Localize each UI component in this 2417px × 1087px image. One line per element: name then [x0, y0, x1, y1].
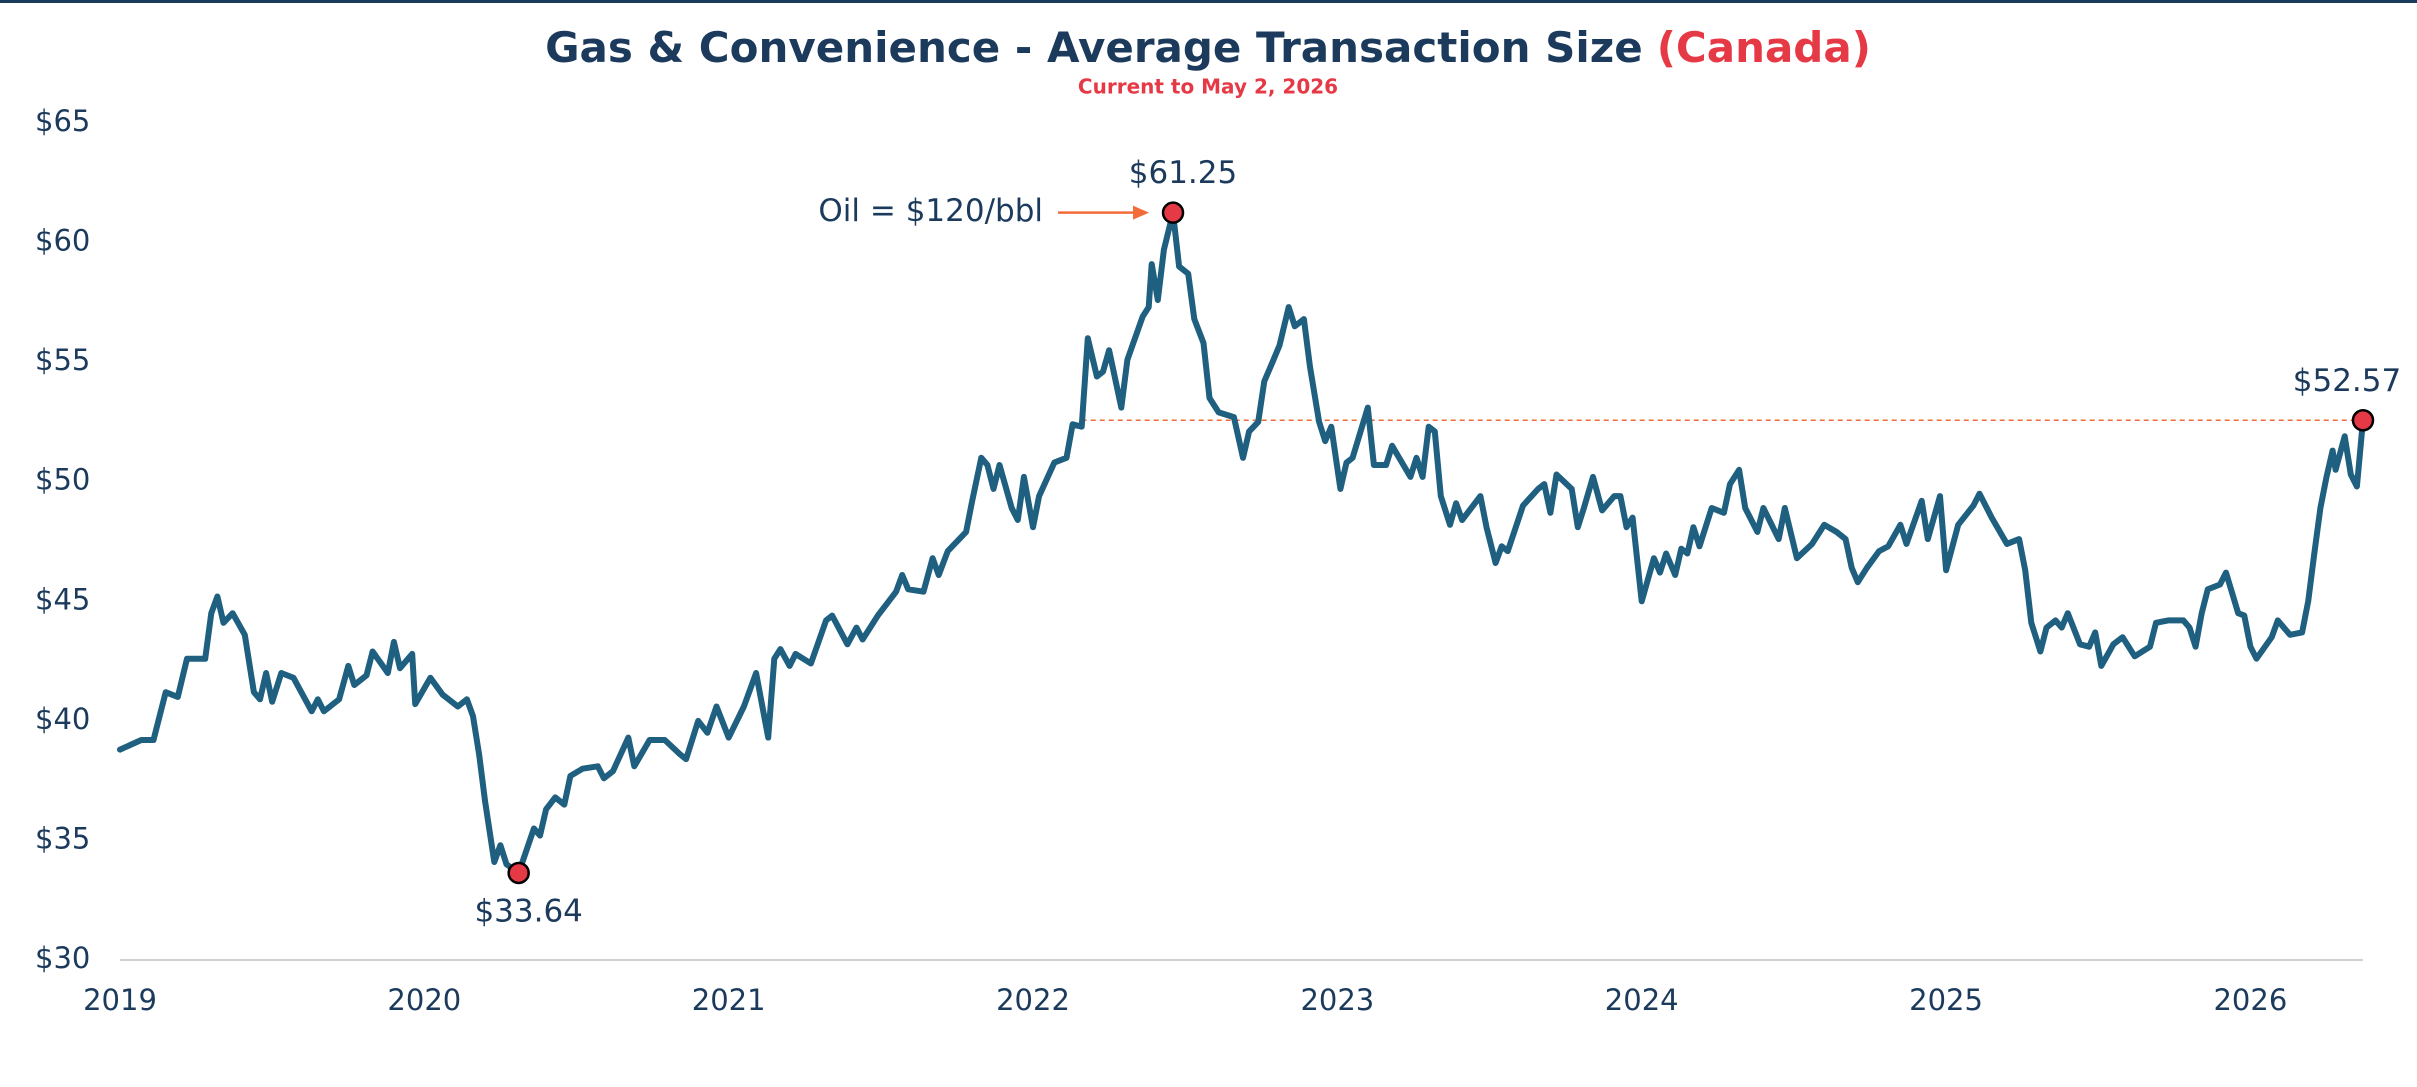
x-tick-label: 2024	[1605, 983, 1679, 1017]
top-border	[0, 0, 2417, 3]
x-tick-label: 2025	[1909, 983, 1983, 1017]
y-tick-label: $40	[35, 702, 90, 736]
y-tick-label: $50	[35, 463, 90, 497]
x-tick-label: 2026	[2213, 983, 2287, 1017]
title-highlight: (Canada)	[1657, 23, 1871, 72]
chart-subtitle: Current to May 2, 2026	[1078, 75, 1338, 99]
y-tick-label: $55	[35, 343, 90, 377]
highlight-point	[2351, 409, 2375, 432]
data-label: $61.25	[1129, 155, 1237, 191]
data-label: $33.64	[474, 893, 582, 929]
y-tick-label: $60	[35, 224, 90, 258]
y-tick-label: $30	[35, 941, 90, 975]
y-tick-label: $45	[35, 582, 90, 616]
y-tick-label: $65	[35, 104, 90, 138]
highlight-point	[1161, 201, 1185, 224]
annotation-arrowhead	[1133, 205, 1150, 220]
title-main: Gas & Convenience - Average Transaction …	[545, 23, 1643, 72]
chart-title: Gas & Convenience - Average Transaction …	[545, 23, 1871, 72]
annotation: Oil = $120/bbl	[818, 193, 1043, 229]
x-tick-label: 2020	[387, 983, 461, 1017]
x-tick-label: 2022	[996, 983, 1070, 1017]
x-tick-label: 2023	[1300, 983, 1374, 1017]
series-line	[117, 209, 2366, 876]
x-tick-label: 2021	[692, 983, 766, 1017]
data-label: $52.57	[2293, 363, 2401, 399]
y-tick-label: $35	[35, 821, 90, 855]
highlight-point	[507, 861, 530, 885]
x-tick-label: 2019	[83, 983, 157, 1017]
